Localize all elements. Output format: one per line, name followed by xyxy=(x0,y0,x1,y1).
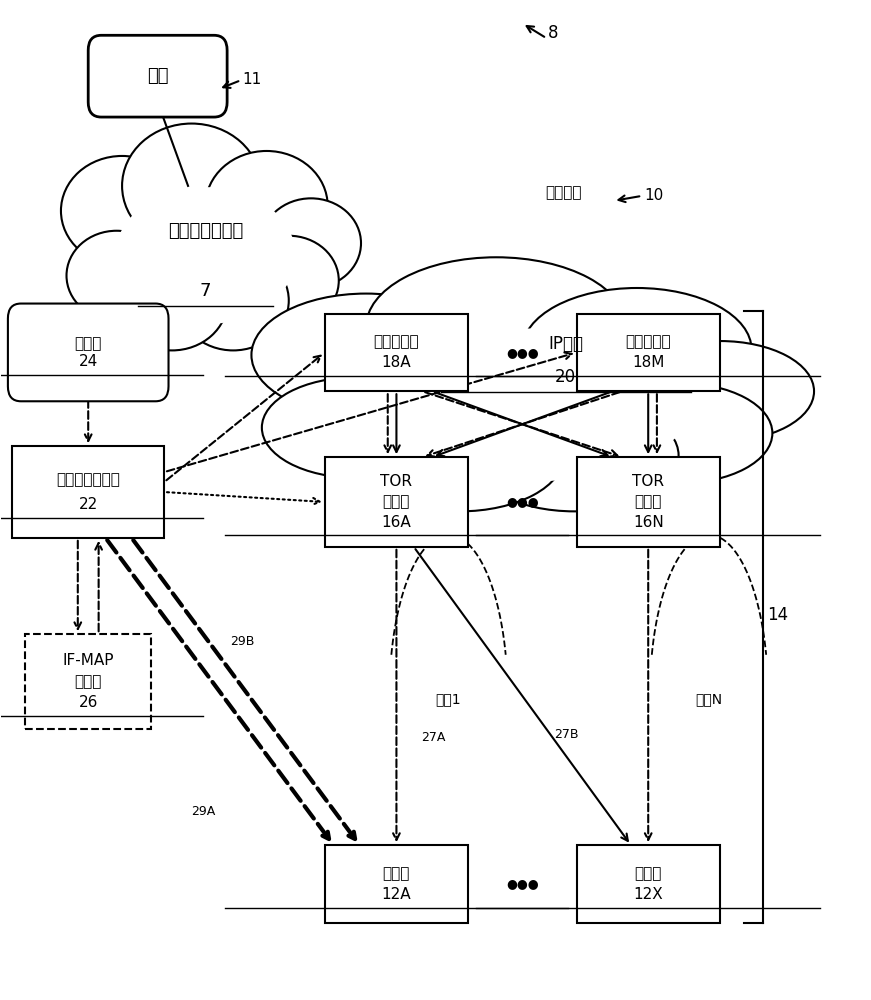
Text: 18A: 18A xyxy=(381,355,411,370)
Text: ●●●: ●●● xyxy=(506,346,538,359)
Text: IP结构: IP结构 xyxy=(548,335,584,353)
Ellipse shape xyxy=(61,156,183,266)
Text: 客户: 客户 xyxy=(147,67,168,85)
FancyBboxPatch shape xyxy=(8,304,168,401)
FancyBboxPatch shape xyxy=(325,457,468,547)
Text: IF-MAP: IF-MAP xyxy=(63,653,114,668)
Text: 7: 7 xyxy=(199,282,211,300)
Text: 22: 22 xyxy=(78,497,98,512)
Text: 服务器: 服务器 xyxy=(635,866,662,881)
Text: TOR: TOR xyxy=(381,474,413,489)
Text: 18M: 18M xyxy=(632,355,665,370)
FancyBboxPatch shape xyxy=(325,845,468,923)
Text: 底架交换机: 底架交换机 xyxy=(625,334,671,349)
Text: 10: 10 xyxy=(644,188,663,203)
Text: 27A: 27A xyxy=(421,731,445,744)
Text: 交换机: 交换机 xyxy=(382,494,410,509)
Text: ●●●: ●●● xyxy=(506,495,538,508)
Text: 26: 26 xyxy=(78,695,98,710)
Text: TOR: TOR xyxy=(632,474,665,489)
Text: 20: 20 xyxy=(555,368,577,386)
Ellipse shape xyxy=(206,151,327,261)
Text: 11: 11 xyxy=(243,72,262,87)
Text: 29A: 29A xyxy=(192,805,216,818)
FancyBboxPatch shape xyxy=(577,845,719,923)
Ellipse shape xyxy=(252,294,481,416)
FancyBboxPatch shape xyxy=(325,314,468,391)
Ellipse shape xyxy=(66,231,166,320)
Text: 子网N: 子网N xyxy=(695,692,723,706)
Ellipse shape xyxy=(178,251,289,350)
Text: 27B: 27B xyxy=(555,728,579,741)
Ellipse shape xyxy=(626,341,814,442)
Text: 服务提供商网络: 服务提供商网络 xyxy=(168,222,243,240)
Text: 29B: 29B xyxy=(231,635,255,648)
Text: 14: 14 xyxy=(767,606,788,624)
Ellipse shape xyxy=(122,124,261,248)
Ellipse shape xyxy=(353,328,692,482)
Text: 16A: 16A xyxy=(381,515,411,530)
Text: 虚拟网络控制器: 虚拟网络控制器 xyxy=(57,472,120,487)
Text: 16N: 16N xyxy=(633,515,664,530)
Text: 数据中心: 数据中心 xyxy=(546,185,582,200)
Ellipse shape xyxy=(115,187,296,324)
Ellipse shape xyxy=(470,400,679,511)
Ellipse shape xyxy=(239,236,339,325)
Ellipse shape xyxy=(366,257,626,397)
Text: ●●●: ●●● xyxy=(506,877,538,890)
FancyBboxPatch shape xyxy=(12,446,164,538)
Text: 底架交换机: 底架交换机 xyxy=(374,334,419,349)
Ellipse shape xyxy=(523,288,752,411)
Text: 8: 8 xyxy=(548,24,558,42)
FancyBboxPatch shape xyxy=(88,35,227,117)
FancyBboxPatch shape xyxy=(577,314,719,391)
Ellipse shape xyxy=(262,377,449,478)
Text: 24: 24 xyxy=(78,354,98,369)
Text: 服务器: 服务器 xyxy=(382,866,410,881)
Text: 交换机: 交换机 xyxy=(635,494,662,509)
Text: 12A: 12A xyxy=(381,887,411,902)
Ellipse shape xyxy=(584,383,773,483)
Text: 服务器: 服务器 xyxy=(75,674,102,689)
FancyBboxPatch shape xyxy=(577,457,719,547)
Ellipse shape xyxy=(355,400,564,511)
Ellipse shape xyxy=(117,251,227,350)
Ellipse shape xyxy=(261,198,361,288)
Text: 子网1: 子网1 xyxy=(436,692,462,706)
Text: 12X: 12X xyxy=(633,887,663,902)
Text: 管理员: 管理员 xyxy=(75,336,102,351)
FancyBboxPatch shape xyxy=(25,634,152,729)
